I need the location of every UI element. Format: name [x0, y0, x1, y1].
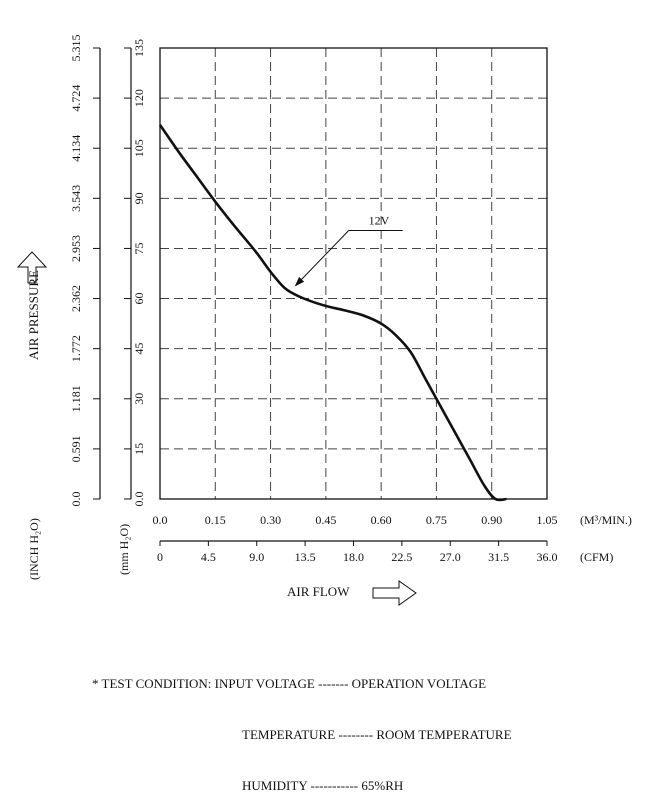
- x-tick-label-metric: 1.05: [537, 513, 558, 527]
- annotation-pointer: [295, 230, 350, 286]
- x-tick-label-metric: 0.30: [260, 513, 281, 527]
- test-condition-row: HUMIDITY ----------- 65%RH: [92, 777, 512, 794]
- x-tick-label-metric: 0.75: [426, 513, 447, 527]
- y-tick-label-mm: 30: [132, 393, 146, 405]
- series-line-12v: [158, 124, 507, 502]
- tc-dashes-2: --------: [338, 727, 374, 742]
- x-unit-cfm: (CFM): [580, 550, 613, 564]
- annotation-label: 12V: [369, 214, 390, 228]
- y-tick-label-inch: 4.134: [69, 135, 83, 162]
- plot-frame: [159, 47, 548, 500]
- up-arrow-icon: [16, 251, 48, 284]
- x-tick-label-metric: 0.0: [153, 513, 168, 527]
- y-tick-label-inch: 0.591: [69, 435, 83, 462]
- y-tick-label-inch: 4.724: [69, 85, 83, 112]
- x-tick-label-metric: 0.60: [371, 513, 392, 527]
- x-tick-label-cfm: 18.0: [343, 550, 364, 564]
- test-condition-block: * TEST CONDITION: INPUT VOLTAGE ------- …: [92, 641, 512, 811]
- tc-label-3: HUMIDITY: [242, 778, 308, 793]
- tc-value-3: 65%RH: [361, 778, 404, 793]
- y-unit-inch: (INCH H₂O): [27, 518, 41, 580]
- y-tick-label-mm: 15: [132, 443, 146, 455]
- pq-chart: 0.0 0.0 15 0.591 30 1.181 45 1.772 60 2.362 75 2.95…: [16, 35, 632, 606]
- axis-ticks: [93, 47, 548, 546]
- x-tick-label-cfm: 31.5: [488, 550, 509, 564]
- tc-label-2: TEMPERATURE: [242, 727, 336, 742]
- y-tick-label-mm: 90: [132, 192, 146, 204]
- y-tick-label-mm: 75: [132, 242, 146, 254]
- y-tick-label-inch: 2.953: [69, 235, 83, 262]
- tick-labels: 0.0 0.0 15 0.591 30 1.181 45 1.772 60 2.362 75 2.95…: [69, 35, 558, 565]
- y-tick-label-mm: 135: [132, 39, 146, 57]
- y-tick-label-inch: 1.181: [69, 385, 83, 412]
- x-tick-label-cfm: 0: [157, 550, 163, 564]
- y-tick-label-mm: 105: [132, 139, 146, 157]
- x-tick-label-cfm: 27.0: [440, 550, 461, 564]
- y-tick-label-mm: 120: [132, 89, 146, 107]
- y-tick-label-mm: 0.0: [132, 492, 146, 507]
- tc-value-2: ROOM TEMPERATURE: [376, 727, 512, 742]
- test-condition-row: TEMPERATURE -------- ROOM TEMPERATURE: [92, 726, 512, 743]
- x-axis-title: AIR FLOW: [287, 584, 350, 599]
- annotation-arrowhead: [294, 276, 305, 287]
- x-unit-metric: (M³/MIN.): [580, 513, 632, 527]
- y-tick-label-inch: 3.543: [69, 185, 83, 212]
- y-axis-title: AIR PRESSURE: [26, 270, 41, 360]
- x-tick-label-cfm: 22.5: [391, 550, 412, 564]
- x-tick-label-cfm: 4.5: [201, 550, 216, 564]
- x-tick-label-metric: 0.90: [481, 513, 502, 527]
- test-condition-prefix: * TEST CONDITION:: [92, 676, 212, 691]
- tc-label-1: INPUT VOLTAGE: [214, 676, 315, 691]
- test-condition-row: * TEST CONDITION: INPUT VOLTAGE ------- …: [92, 675, 512, 692]
- tc-value-1: OPERATION VOLTAGE: [351, 676, 487, 691]
- y-tick-label-inch: 2.362: [69, 285, 83, 312]
- y-tick-label-mm: 45: [132, 343, 146, 355]
- y-tick-label-inch: 5.315: [69, 35, 83, 62]
- x-tick-label-cfm: 36.0: [537, 550, 558, 564]
- x-tick-label-cfm: 13.5: [295, 550, 316, 564]
- y-tick-label-mm: 60: [132, 293, 146, 305]
- y-tick-label-inch: 1.772: [69, 335, 83, 362]
- grid-lines: [160, 48, 547, 499]
- x-tick-label-metric: 0.45: [315, 513, 336, 527]
- x-tick-label-cfm: 9.0: [249, 550, 264, 564]
- right-arrow-icon: [372, 580, 417, 606]
- x-tick-label-metric: 0.15: [205, 513, 226, 527]
- tc-dashes-1: -------: [318, 676, 349, 691]
- y-unit-mm: (mm H₂O): [117, 524, 131, 575]
- y-tick-label-inch: 0.0: [69, 492, 83, 507]
- tc-dashes-3: -----------: [310, 778, 359, 793]
